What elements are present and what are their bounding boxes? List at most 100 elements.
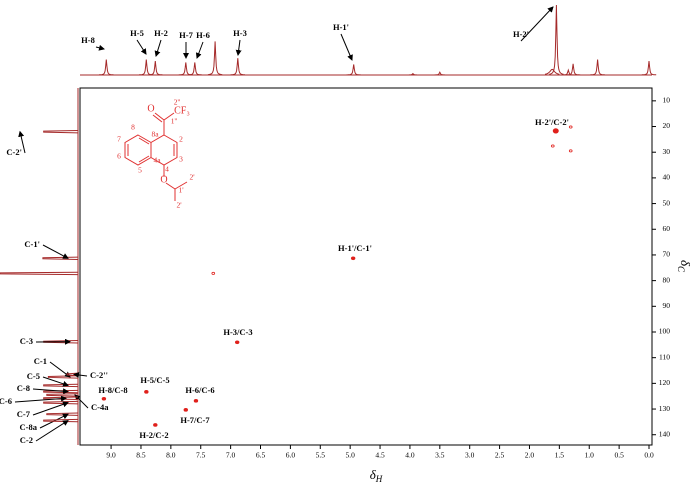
atom-label: 8 (131, 123, 135, 132)
proton-peak (565, 63, 581, 76)
carbon-peak (43, 400, 79, 405)
x-tick-label: 3.0 (465, 451, 475, 460)
arrow (18, 130, 26, 154)
arrow (35, 420, 69, 442)
y-tick-label: 130 (659, 404, 671, 413)
proton-peak (549, 4, 564, 75)
x-tick-label: 5.5 (316, 451, 326, 460)
arrow (235, 39, 242, 56)
carbon-peak (66, 372, 79, 377)
cross-peak-label: H-6/C-6 (185, 385, 214, 395)
x-tick-label: 1.0 (585, 451, 595, 460)
cross-peak-label: H-3/C-3 (223, 327, 252, 337)
atom-label: O (160, 174, 167, 185)
x-axis-label: δH (370, 467, 383, 484)
y-tick-label: 100 (659, 327, 671, 336)
carbon-label: C-5 (27, 371, 40, 381)
atom-label: 8a (151, 130, 159, 139)
proton-peak (432, 71, 447, 76)
arrow (95, 44, 105, 51)
cross-peak (101, 396, 107, 401)
x-tick-label: 5.0 (345, 451, 355, 460)
arrow (136, 39, 147, 55)
y-label-symbol: δ (678, 260, 693, 267)
x-tick-label: 2.0 (525, 451, 535, 460)
carbon-label: C-2' (6, 147, 22, 157)
x-tick-label: 0.5 (614, 451, 624, 460)
proton-label: H-6 (196, 30, 210, 40)
cross-peak (550, 144, 555, 148)
carbon-peak (0, 271, 79, 276)
atom-label: 2' (189, 173, 195, 182)
arrow (32, 401, 69, 416)
proton-label: H-2 (154, 28, 168, 38)
atom-label: 2'' (174, 98, 181, 107)
y-label-sub: C (676, 266, 686, 273)
atom-label: 5 (138, 166, 142, 175)
x-tick-label: 1.5 (555, 451, 565, 460)
y-tick-label: 80 (663, 275, 671, 284)
atom-label: 3 (179, 155, 183, 164)
cross-peak-label: H-8/C-8 (98, 385, 127, 395)
proton-label: H-2' (513, 29, 529, 39)
y-tick-label: 10 (663, 96, 671, 105)
proton-peak (99, 59, 114, 76)
structure (124, 112, 188, 201)
x-label-sub: H (375, 474, 383, 484)
x-tick-label: 4.0 (405, 451, 415, 460)
y-axis-label: δC (676, 260, 693, 273)
carbon-label: C-3 (20, 336, 33, 346)
carbon-peak (47, 375, 79, 379)
cross-peak (211, 271, 216, 275)
x-tick-label: 9.0 (106, 451, 116, 460)
proton-peak (405, 72, 421, 76)
y-tick-label: 120 (659, 378, 671, 387)
atom-label: 1'' (171, 117, 178, 126)
carbon-label: C-4a (91, 402, 109, 412)
arrow (42, 376, 69, 387)
proton-peak (641, 60, 657, 76)
x-tick-label: 7.5 (196, 451, 206, 460)
carbon-peak (43, 383, 79, 388)
cross-peak (234, 340, 240, 345)
carbon-label: C-8a (20, 422, 38, 432)
proton-label: H-7 (179, 30, 193, 40)
cross-peak (144, 390, 149, 394)
cross-peak (350, 256, 356, 261)
carbon-label: C-1' (24, 239, 40, 249)
cross-peak (183, 408, 188, 412)
arrow (340, 33, 353, 61)
atom-label: CF₃ (174, 105, 190, 116)
y-tick-label: 90 (663, 301, 671, 310)
proton-label: H-1' (333, 22, 349, 32)
x-tick-label: 3.5 (435, 451, 445, 460)
proton-label: H-5 (130, 28, 144, 38)
cross-peak-label: H-2'/C-2' (535, 117, 569, 127)
proton-peak (178, 62, 193, 76)
proton-peak (544, 68, 560, 75)
atom-label: 1' (178, 186, 184, 195)
carbon-peak (46, 393, 79, 397)
y-tick-label: 20 (663, 121, 671, 130)
cross-peak-label: H-5/C-5 (140, 375, 169, 385)
carbon-peak (43, 129, 79, 134)
arrow (520, 6, 554, 42)
y-tick-label: 50 (663, 198, 671, 207)
arrow (32, 388, 69, 395)
atom-label: 7 (117, 135, 121, 144)
proton-peak (561, 68, 576, 76)
x-tick-label: 6.5 (256, 451, 266, 460)
y-tick-label: 70 (663, 250, 671, 259)
y-tick-label: 30 (663, 147, 671, 156)
arrow (73, 372, 88, 378)
cross-peak-label: H-7/C-7 (180, 415, 210, 425)
proton-label: H-3 (233, 28, 247, 38)
y-tick-label: 140 (659, 429, 671, 438)
arrow (42, 244, 69, 259)
y-tick-label: 110 (659, 352, 670, 361)
cross-peak (193, 399, 199, 403)
y-tick-label: 60 (663, 224, 671, 233)
cross-peak (552, 128, 559, 134)
x-tick-label: 8.0 (166, 451, 176, 460)
